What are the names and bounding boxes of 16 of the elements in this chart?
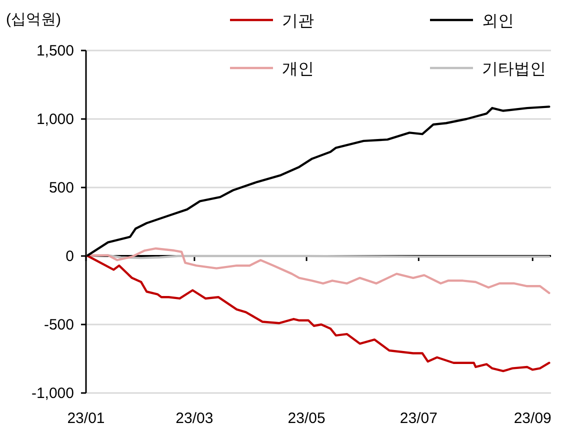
y-tick-label: 1,000: [36, 111, 74, 128]
legend-label: 외인: [482, 13, 514, 30]
x-tick-label: 23/03: [176, 410, 214, 427]
x-tick-label: 23/01: [67, 410, 105, 427]
y-tick-label: -1,000: [31, 385, 74, 402]
y-axis-title: (십억원): [6, 11, 61, 28]
y-tick-label: 0: [66, 248, 74, 265]
y-tick-label: 500: [48, 180, 74, 196]
legend-label: 기관: [282, 13, 314, 30]
x-tick-label: 23/09: [514, 410, 552, 427]
legend-label: 개인: [282, 61, 314, 78]
x-tick-label: 23/05: [288, 410, 326, 427]
x-tick-label: 23/07: [400, 410, 438, 427]
legend-label: 기타법인: [482, 61, 546, 78]
y-tick-label: 1,500: [36, 42, 74, 60]
y-tick-label: -500: [44, 316, 74, 334]
